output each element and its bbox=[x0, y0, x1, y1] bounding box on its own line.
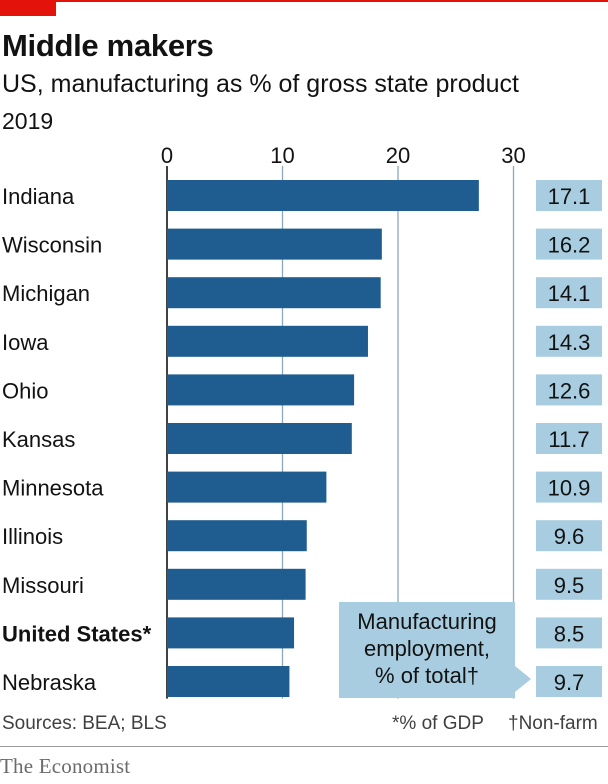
bar bbox=[167, 325, 368, 357]
category-label: United States* bbox=[2, 621, 152, 646]
category-label: Wisconsin bbox=[2, 233, 102, 258]
bar bbox=[167, 180, 479, 211]
value-label-box bbox=[536, 180, 602, 211]
economist-logo: The Economist bbox=[0, 754, 131, 778]
value-label-box bbox=[536, 666, 602, 697]
x-tick-label: 30 bbox=[501, 143, 525, 168]
category-label: Missouri bbox=[2, 573, 84, 598]
value-label: 9.5 bbox=[554, 573, 585, 598]
nonfarm-footnote: †Non-farm bbox=[508, 713, 598, 734]
bar bbox=[167, 471, 327, 503]
x-tick-label: 20 bbox=[386, 143, 410, 168]
category-label: Minnesota bbox=[2, 476, 104, 501]
value-label: 14.1 bbox=[548, 281, 591, 306]
value-label: 16.2 bbox=[548, 233, 591, 258]
economist-red-tag bbox=[0, 0, 56, 16]
top-rule bbox=[0, 0, 608, 2]
category-label: Michigan bbox=[2, 281, 90, 306]
bar bbox=[167, 568, 306, 600]
chart-subtitle: US, manufacturing as % of gross state pr… bbox=[2, 70, 519, 98]
value-label: 10.9 bbox=[548, 476, 591, 501]
bottom-rule bbox=[0, 746, 608, 747]
value-label-box bbox=[536, 471, 602, 503]
x-tick-label: 0 bbox=[161, 143, 173, 168]
callout-line-2: employment, bbox=[364, 636, 490, 661]
bar bbox=[167, 520, 307, 552]
value-label: 14.3 bbox=[548, 330, 591, 355]
category-label: Illinois bbox=[2, 524, 63, 549]
value-label-box bbox=[536, 568, 602, 600]
bar bbox=[167, 374, 355, 406]
value-label-box bbox=[536, 228, 602, 260]
x-tick-label: 10 bbox=[270, 143, 294, 168]
gdp-footnote: *% of GDP bbox=[392, 713, 484, 734]
category-label: Indiana bbox=[2, 184, 75, 209]
value-label: 9.6 bbox=[554, 524, 585, 549]
callout-arrow-icon bbox=[515, 666, 531, 692]
callout-box bbox=[339, 602, 515, 698]
bar bbox=[167, 277, 381, 309]
value-label: 9.7 bbox=[554, 670, 585, 695]
value-label-box bbox=[536, 374, 602, 406]
callout-line-3: % of total† bbox=[375, 663, 479, 688]
category-label: Nebraska bbox=[2, 670, 97, 695]
bar bbox=[167, 617, 295, 649]
bar bbox=[167, 666, 290, 697]
value-label-box bbox=[536, 520, 602, 552]
value-label-box bbox=[536, 423, 602, 454]
value-label: 17.1 bbox=[548, 184, 591, 209]
chart-year: 2019 bbox=[2, 108, 54, 134]
value-label: 8.5 bbox=[554, 621, 585, 646]
value-label: 12.6 bbox=[548, 378, 591, 403]
value-label-box bbox=[536, 325, 602, 357]
bar bbox=[167, 423, 352, 454]
callout-line-1: Manufacturing bbox=[357, 609, 497, 634]
chart-title: Middle makers bbox=[2, 28, 214, 63]
bar bbox=[167, 228, 382, 260]
category-label: Kansas bbox=[2, 427, 75, 452]
sources-note: Sources: BEA; BLS bbox=[2, 713, 167, 734]
value-label-box bbox=[536, 617, 602, 649]
category-label: Ohio bbox=[2, 378, 48, 403]
value-label-box bbox=[536, 277, 602, 309]
value-label: 11.7 bbox=[548, 427, 589, 452]
category-label: Iowa bbox=[2, 330, 49, 355]
bar-chart: 0 10 20 30 Indiana 17.1 Wisconsin 16.2 Michigan 1… bbox=[2, 143, 602, 699]
callout-text: Manufacturing employment, % of total† bbox=[339, 608, 515, 689]
